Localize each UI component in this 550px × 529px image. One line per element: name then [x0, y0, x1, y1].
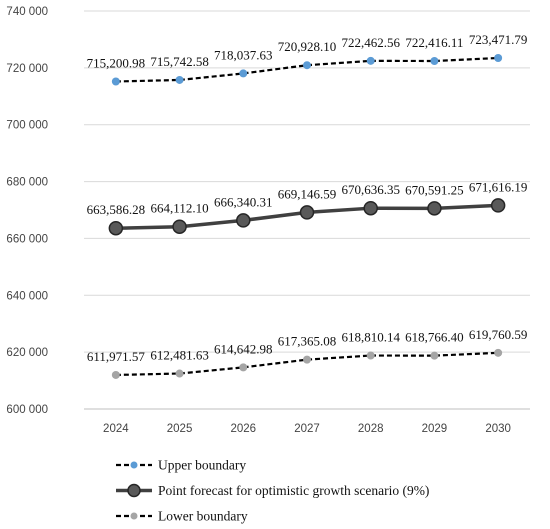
- data-point: [175, 75, 184, 84]
- data-point: [490, 198, 506, 213]
- x-tick-label: 2024: [103, 423, 129, 435]
- data-label: 619,760.59: [469, 327, 528, 342]
- x-tick-label: 2027: [294, 423, 320, 435]
- data-point: [175, 369, 184, 378]
- legend-label: Point forecast for optimistic growth sce…: [158, 483, 429, 498]
- data-point: [111, 77, 120, 86]
- legend-item: Point forecast for optimistic growth sce…: [116, 483, 429, 498]
- data-label: 715,200.98: [87, 56, 146, 71]
- data-label: 664,112.10: [151, 201, 209, 216]
- data-label: 663,586.28: [87, 202, 146, 217]
- x-tick-label: 2028: [358, 423, 384, 435]
- data-label: 722,462.56: [341, 35, 400, 50]
- data-point: [430, 56, 439, 65]
- data-point: [172, 219, 187, 234]
- data-point: [108, 220, 124, 236]
- legend-item: Upper boundary: [116, 458, 246, 473]
- x-axis: 2024 2025 2026 2027 2028 2029 2030: [84, 408, 530, 435]
- y-tick-label: 600 000: [6, 404, 48, 416]
- data-labels: 715,200.98 715,742.58 718,037.63 720,928.10…: [87, 32, 528, 364]
- data-point: [494, 348, 503, 357]
- data-label: 617,365.08: [278, 334, 337, 349]
- data-label: 669,146.59: [278, 186, 337, 201]
- legend-swatch-marker: [130, 512, 138, 520]
- legend-swatch-marker: [127, 483, 141, 498]
- y-tick-label: 740 000: [6, 6, 48, 18]
- y-tick-label: 620 000: [6, 347, 48, 359]
- data-label: 618,810.14: [341, 330, 400, 345]
- x-tick-label: 2026: [230, 423, 256, 435]
- legend-label: Lower boundary: [158, 509, 248, 524]
- data-label: 720,928.10: [278, 39, 337, 54]
- y-tick-label: 700 000: [6, 120, 48, 132]
- y-tick-label: 640 000: [6, 290, 48, 302]
- legend-item: Lower boundary: [116, 509, 248, 524]
- legend: Upper boundary Point forecast for optimis…: [116, 458, 429, 524]
- data-label: 670,636.35: [341, 182, 400, 197]
- data-point: [427, 201, 442, 216]
- legend-swatch-marker: [130, 461, 138, 469]
- x-tick-label: 2025: [167, 423, 193, 435]
- y-tick-label: 720 000: [6, 63, 48, 75]
- data-label: 722,416.11: [405, 35, 463, 50]
- legend-label: Upper boundary: [158, 458, 246, 473]
- data-point: [239, 363, 248, 372]
- data-label: 670,591.25: [405, 182, 464, 197]
- data-label: 666,340.31: [214, 194, 273, 209]
- data-point: [236, 213, 251, 228]
- series-1: [111, 53, 503, 86]
- x-tick-label: 2029: [422, 423, 448, 435]
- data-point: [366, 56, 375, 65]
- data-point: [366, 351, 375, 360]
- data-point: [299, 205, 315, 220]
- data-point: [303, 61, 311, 70]
- data-point: [494, 53, 503, 62]
- data-label: 723,471.79: [469, 32, 528, 47]
- data-point: [111, 370, 120, 379]
- data-label: 612,481.63: [150, 348, 209, 363]
- data-point: [363, 200, 378, 216]
- data-label: 718,037.63: [214, 47, 273, 62]
- series-3: [111, 348, 503, 379]
- data-label: 671,616.19: [469, 179, 528, 194]
- data-point: [239, 69, 248, 78]
- y-tick-label: 680 000: [6, 177, 48, 189]
- data-point: [430, 351, 439, 360]
- data-label: 715,742.58: [150, 54, 209, 69]
- series-group: [108, 53, 506, 379]
- data-point: [303, 355, 311, 364]
- data-label: 618,766.40: [405, 330, 464, 345]
- data-label: 614,642.98: [214, 341, 273, 356]
- data-label: 611,971.57: [87, 349, 146, 364]
- y-tick-label: 660 000: [6, 233, 48, 245]
- series-2: [108, 198, 506, 236]
- y-axis-ticks: 600 000 620 000 640 000 660 000 680 000 700 0…: [6, 6, 48, 416]
- x-tick-label: 2030: [485, 423, 511, 435]
